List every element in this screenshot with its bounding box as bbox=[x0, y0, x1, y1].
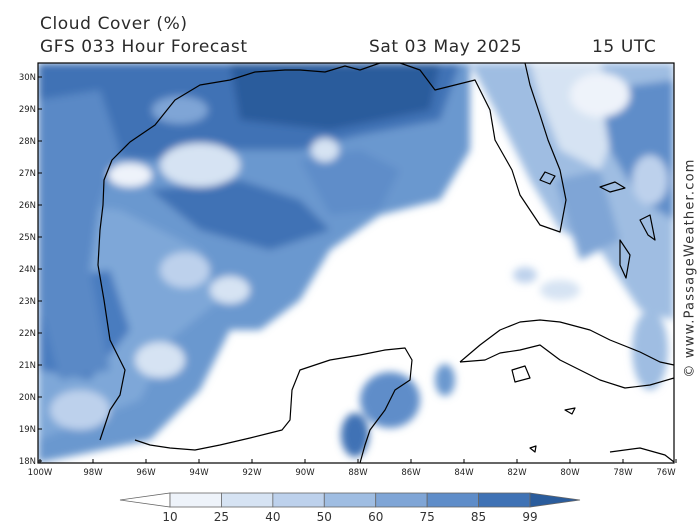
lat-label: 20N bbox=[19, 393, 36, 403]
colorbar-label: 99 bbox=[522, 510, 537, 524]
colorbar-label: 85 bbox=[471, 510, 486, 524]
lat-label: 30N bbox=[19, 73, 36, 83]
colorbar-segment bbox=[375, 492, 428, 508]
lon-label: 94W bbox=[189, 468, 209, 478]
forecast-date: Sat 03 May 2025 bbox=[369, 37, 523, 57]
lat-label: 21N bbox=[19, 361, 36, 371]
colorbar-segment bbox=[169, 492, 222, 508]
lon-label: 76W bbox=[656, 468, 676, 478]
lon-label: 80W bbox=[560, 468, 580, 478]
forecast-subtitle: GFS 033 Hour Forecast bbox=[40, 37, 248, 57]
lon-label: 88W bbox=[348, 468, 368, 478]
lat-label: 26N bbox=[19, 201, 36, 211]
lat-label: 23N bbox=[19, 297, 36, 307]
lat-label: 22N bbox=[19, 329, 36, 339]
lon-label: 84W bbox=[454, 468, 474, 478]
lat-label: 25N bbox=[19, 233, 36, 243]
colorbar-segment bbox=[426, 492, 479, 508]
colorbar-label: 10 bbox=[162, 510, 177, 524]
lon-label: 100W bbox=[28, 468, 53, 478]
lon-label: 78W bbox=[613, 468, 633, 478]
map-frame bbox=[37, 62, 675, 464]
cloud-field bbox=[38, 63, 674, 463]
colorbar-segment bbox=[272, 492, 325, 508]
lon-label: 92W bbox=[242, 468, 262, 478]
colorbar-label: 75 bbox=[420, 510, 435, 524]
lon-label: 98W bbox=[83, 468, 103, 478]
colorbar-label: 60 bbox=[368, 510, 383, 524]
lat-label: 28N bbox=[19, 137, 36, 147]
lon-label: 90W bbox=[295, 468, 315, 478]
lon-label: 86W bbox=[401, 468, 421, 478]
lon-label: 82W bbox=[507, 468, 527, 478]
lat-label: 18N bbox=[19, 457, 36, 467]
lat-label: 27N bbox=[19, 169, 36, 179]
colorbar-segment bbox=[323, 492, 377, 508]
lat-label: 24N bbox=[19, 265, 36, 275]
colorbar-segment bbox=[221, 492, 274, 508]
map-title: Cloud Cover (%) bbox=[40, 14, 188, 34]
watermark: © www.PassageWeather.com bbox=[682, 158, 698, 378]
colorbar-high-arrow bbox=[529, 492, 581, 508]
lat-label: 29N bbox=[19, 105, 36, 115]
lat-label: 19N bbox=[19, 425, 36, 435]
forecast-time: 15 UTC bbox=[592, 37, 657, 57]
colorbar-label: 50 bbox=[317, 510, 332, 524]
lon-label: 96W bbox=[136, 468, 156, 478]
colorbar-label: 25 bbox=[214, 510, 229, 524]
colorbar-low-arrow bbox=[119, 492, 171, 508]
colorbar: 10 25 40 50 60 75 85 99 bbox=[119, 492, 581, 524]
coastline bbox=[97, 62, 675, 464]
colorbar-segment bbox=[478, 492, 531, 508]
colorbar-label: 40 bbox=[265, 510, 280, 524]
